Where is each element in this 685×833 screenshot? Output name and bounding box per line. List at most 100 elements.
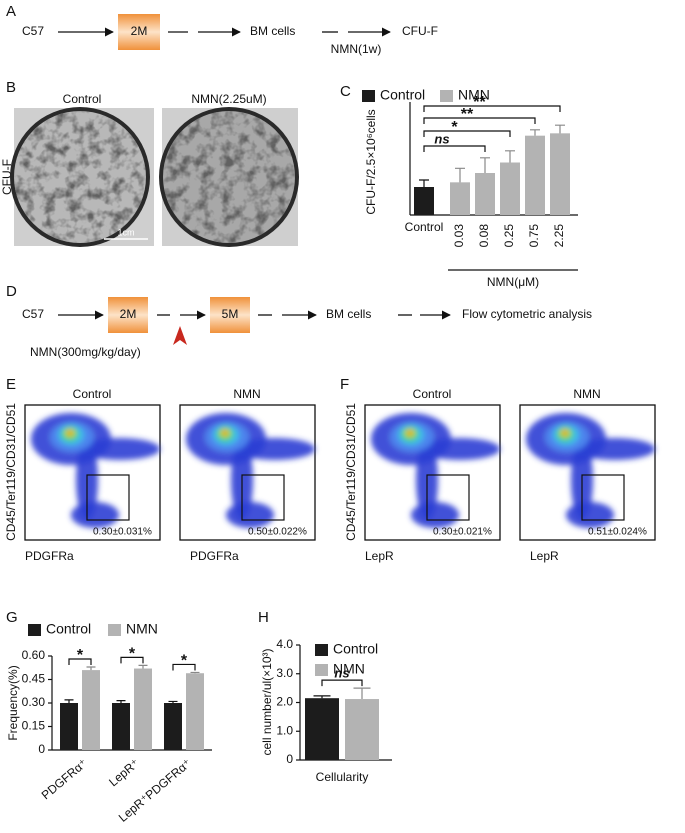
scale-label: 1cm (117, 227, 134, 237)
age-box (118, 14, 160, 50)
column-title: Control (63, 92, 102, 106)
step: CFU-F (402, 24, 438, 38)
x-axis-label: LepR (365, 549, 394, 563)
y-axis-label: CD45/Ter119/CD31/CD51 (4, 403, 18, 541)
x-axis-label: PDGFRa (25, 549, 74, 563)
significance-bracket (423, 117, 536, 124)
significance-label: ** (473, 94, 486, 111)
error-bar (353, 687, 371, 700)
plot-title: Control (413, 387, 452, 401)
density (566, 502, 614, 528)
panel-label: F (340, 376, 349, 393)
y-tick-label: 1.0 (276, 723, 293, 737)
y-tick-label: 0.30 (22, 695, 46, 709)
y-tick-label: 0.45 (22, 672, 46, 686)
density (67, 431, 73, 435)
x-tick-label: 2.25 (552, 224, 566, 248)
error-bar (505, 150, 515, 163)
density (235, 438, 315, 460)
step: Flow cytometric analysis (462, 307, 592, 321)
gate-value: 0.50±0.022% (248, 527, 307, 538)
density-cloud (31, 413, 160, 528)
panel-label: A (6, 3, 16, 20)
bar (550, 133, 570, 215)
injection-arrow (173, 326, 187, 345)
step: BM cells (250, 24, 295, 38)
density (575, 438, 655, 460)
error-bar (168, 700, 178, 703)
bar (414, 187, 434, 215)
significance-bracket (321, 679, 363, 687)
x-tick-label: 0.08 (477, 224, 491, 248)
plot-title: Control (73, 387, 112, 401)
density (407, 431, 413, 435)
bar (475, 173, 495, 215)
bar (60, 703, 78, 750)
panel-a: A C57 2M BM cells NMN(1w) CFU-F (6, 3, 438, 56)
colonies (14, 111, 146, 243)
error-bar (190, 671, 200, 674)
density (411, 502, 459, 528)
step: C57 (22, 24, 44, 38)
error-bar (419, 179, 429, 187)
significance-label: * (77, 647, 84, 664)
x-tick-label: 0.75 (527, 224, 541, 248)
x-axis-label: PDGFRa (190, 549, 239, 563)
bar (186, 673, 204, 750)
panel-d: D C57 2M 5M BM cells Flow cytometric ana… (6, 283, 592, 359)
legend-label: Control (333, 641, 378, 657)
legend-swatch (315, 664, 328, 676)
plot-title: NMN (573, 387, 600, 401)
significance-bracket (172, 663, 196, 671)
y-axis-label: Frequency(%) (6, 665, 20, 740)
y-axis-label: CFU-F/2.5×10⁶cells (364, 109, 378, 214)
significance-label: ** (461, 106, 474, 123)
treatment: NMN(1w) (331, 42, 382, 56)
legend-label: NMN (458, 87, 490, 103)
bar (500, 162, 520, 215)
panel-label: H (258, 609, 269, 626)
treatment: NMN(300mg/kg/day) (30, 345, 141, 359)
panel-label: D (6, 283, 17, 300)
legend-label: Control (46, 621, 91, 637)
error-bar (64, 699, 74, 703)
significance-label: * (451, 119, 458, 136)
panel-label: C (340, 83, 351, 100)
panel-label: B (6, 79, 16, 96)
colonies (163, 111, 295, 243)
error-bar (480, 157, 490, 173)
legend-swatch (108, 624, 121, 636)
x-tick-label: Control (405, 220, 444, 234)
panel-b: B Control NMN(2.25uM) CFU-F 1cm (0, 79, 299, 247)
panel-label: E (6, 376, 16, 393)
gate (241, 474, 285, 521)
error-bar (138, 664, 148, 669)
x-tick-label: Cellularity (316, 770, 369, 784)
y-tick-label: 0.60 (22, 648, 46, 662)
density (222, 431, 228, 435)
gate (581, 474, 625, 521)
y-tick-label: 0 (38, 742, 45, 756)
y-tick-label: 2.0 (276, 695, 293, 709)
legend-swatch (440, 90, 453, 102)
significance-bracket (423, 130, 511, 137)
group-label: NMN(μM) (487, 275, 539, 289)
gate-value: 0.30±0.031% (93, 527, 152, 538)
density (71, 502, 119, 528)
x-tick-label: 0.25 (502, 224, 516, 248)
y-tick-label: 4.0 (276, 637, 293, 651)
error-bar (530, 129, 540, 136)
significance-bracket (423, 105, 561, 112)
step: 5M (222, 307, 239, 321)
legend-swatch (362, 90, 375, 102)
x-tick-label: 0.03 (452, 224, 466, 248)
significance-bracket (120, 656, 144, 664)
error-bar (555, 124, 565, 134)
significance-label: ns (434, 131, 449, 146)
y-axis-label: cell number/ul(×10³) (260, 648, 274, 755)
legend-swatch (315, 644, 328, 656)
y-tick-label: 0.15 (22, 719, 46, 733)
bar (450, 182, 470, 215)
significance-label: * (181, 653, 188, 670)
gate (426, 474, 470, 521)
